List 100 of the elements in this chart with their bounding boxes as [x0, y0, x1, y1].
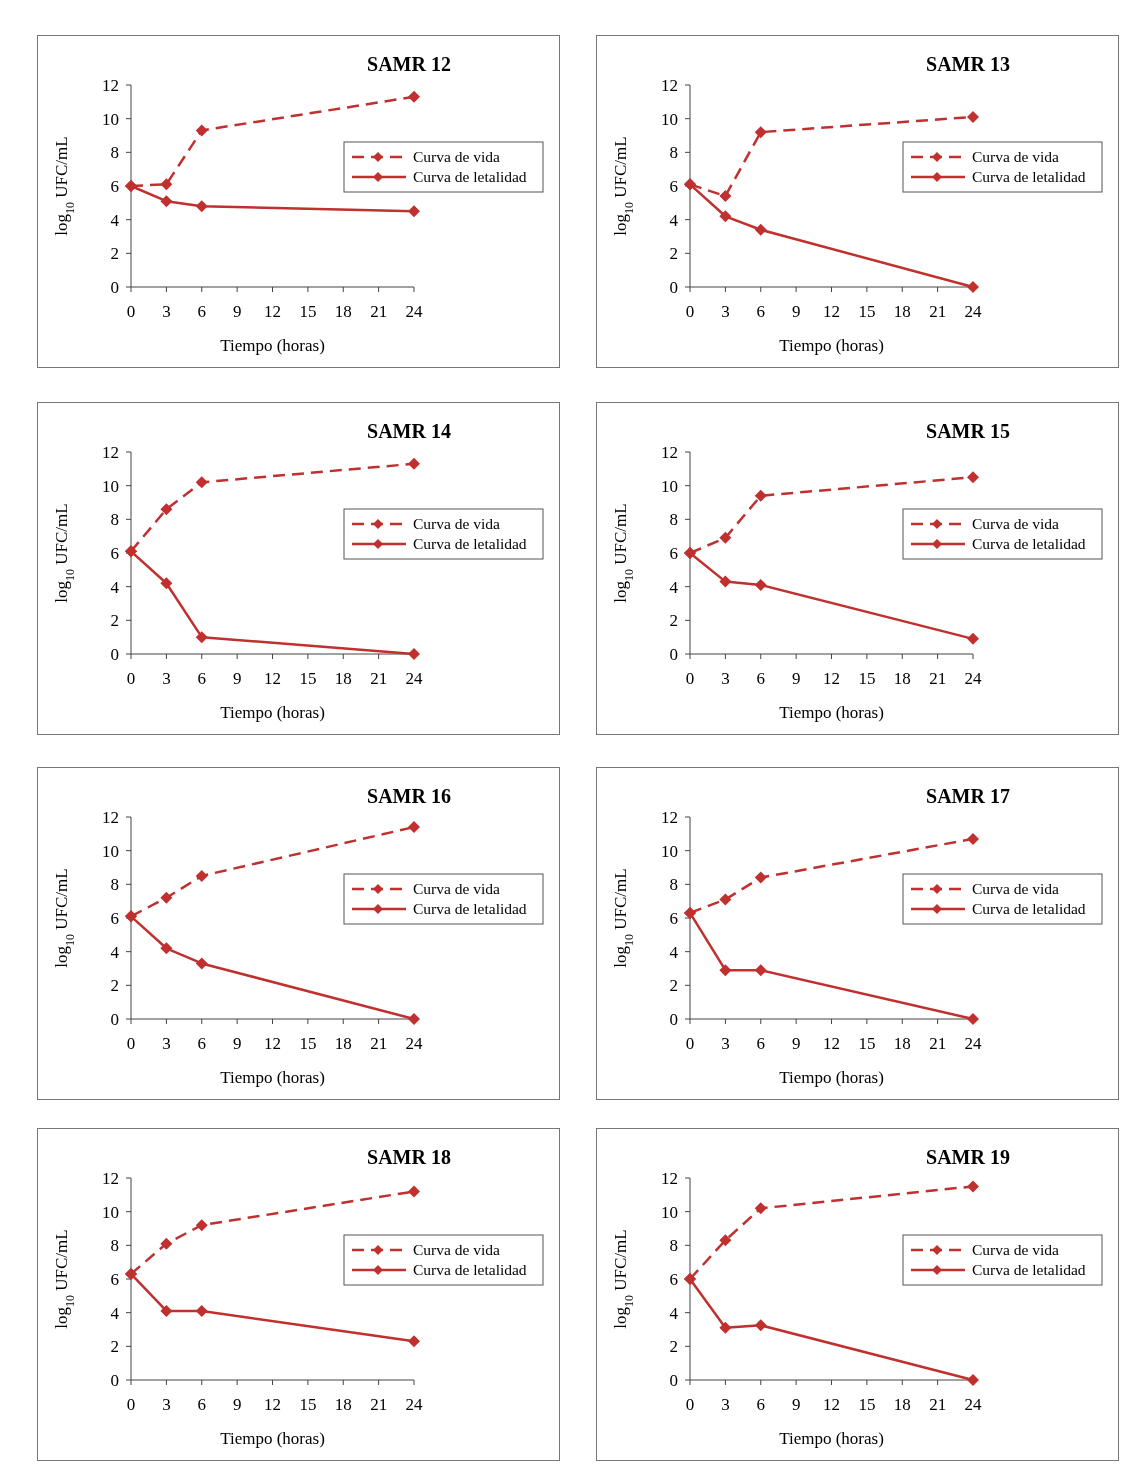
x-tick-label: 15 [299, 1395, 317, 1414]
x-tick-label: 0 [126, 302, 136, 321]
legend-label: Curva de letalidad [413, 535, 527, 553]
x-tick-label: 15 [299, 669, 317, 688]
x-tick-label: 6 [197, 669, 206, 688]
legend-label: Curva de vida [413, 1241, 501, 1259]
x-tick-label: 18 [893, 302, 911, 321]
legend-label: Curva de vida [972, 1241, 1060, 1259]
y-tick-label: 12 [661, 75, 678, 95]
y-tick-label: 0 [669, 644, 678, 664]
x-tick-label: 9 [791, 302, 801, 321]
x-tick-label: 24 [964, 302, 982, 321]
y-tick-label: 2 [669, 976, 678, 996]
x-tick-label: 12 [823, 302, 840, 321]
x-axis-title: Tiempo (horas) [220, 336, 325, 355]
x-tick-label: 21 [929, 1034, 947, 1053]
x-tick-label: 12 [823, 669, 840, 688]
legend-label: Curva de vida [413, 148, 501, 166]
y-tick-label: 6 [669, 908, 678, 928]
y-tick-label: 6 [110, 908, 119, 928]
x-tick-label: 6 [756, 302, 765, 321]
x-tick-label: 21 [929, 669, 947, 688]
y-tick-label: 2 [669, 1337, 678, 1357]
x-tick-label: 24 [405, 1034, 423, 1053]
x-tick-label: 3 [162, 669, 171, 688]
y-tick-label: 4 [110, 210, 120, 230]
x-tick-label: 15 [858, 669, 876, 688]
y-tick-label: 6 [110, 543, 119, 563]
x-tick-label: 9 [791, 669, 801, 688]
x-tick-label: 9 [232, 669, 242, 688]
x-tick-label: 0 [685, 302, 695, 321]
legend-label: Curva de vida [972, 148, 1060, 166]
legend-label: Curva de vida [972, 880, 1060, 898]
x-tick-label: 12 [823, 1034, 840, 1053]
legend-label: Curva de vida [972, 515, 1060, 533]
x-tick-label: 3 [162, 1034, 171, 1053]
y-tick-label: 8 [669, 510, 678, 530]
x-tick-label: 6 [756, 1034, 765, 1053]
x-axis-title: Tiempo (horas) [220, 703, 325, 722]
y-tick-label: 2 [669, 244, 678, 264]
y-tick-label: 10 [102, 476, 119, 496]
y-tick-label: 6 [110, 176, 119, 196]
x-tick-label: 12 [823, 1395, 840, 1414]
x-tick-label: 24 [964, 669, 982, 688]
x-tick-label: 12 [264, 302, 281, 321]
x-tick-label: 3 [721, 669, 730, 688]
x-tick-label: 0 [126, 669, 136, 688]
y-tick-label: 10 [661, 109, 678, 129]
y-tick-label: 12 [102, 807, 119, 827]
x-tick-label: 18 [893, 1395, 911, 1414]
x-tick-label: 9 [791, 1395, 801, 1414]
legend-label: Curva de letalidad [972, 168, 1086, 186]
x-tick-label: 9 [232, 1034, 242, 1053]
y-tick-label: 0 [110, 1370, 119, 1390]
x-tick-label: 24 [405, 1395, 423, 1414]
legend-label: Curva de letalidad [972, 535, 1086, 553]
x-tick-label: 6 [197, 1395, 206, 1414]
x-axis-title: Tiempo (horas) [779, 336, 884, 355]
y-tick-label: 8 [669, 1236, 678, 1256]
x-tick-label: 18 [334, 302, 352, 321]
legend-label: Curva de letalidad [413, 900, 527, 918]
x-tick-label: 21 [929, 302, 947, 321]
legend-label: Curva de letalidad [972, 1261, 1086, 1279]
x-tick-label: 0 [685, 1034, 695, 1053]
chart-title: SAMR 15 [926, 420, 1010, 442]
y-tick-label: 8 [669, 875, 678, 895]
y-tick-label: 8 [110, 143, 119, 163]
chart-title: SAMR 19 [926, 1146, 1010, 1168]
chart-title: SAMR 13 [926, 53, 1010, 75]
y-tick-label: 0 [110, 644, 119, 664]
x-tick-label: 21 [370, 669, 388, 688]
chart-title: SAMR 17 [926, 785, 1010, 807]
x-tick-label: 15 [858, 1034, 876, 1053]
x-tick-label: 12 [264, 1034, 281, 1053]
y-tick-label: 8 [110, 510, 119, 530]
x-tick-label: 9 [232, 302, 242, 321]
y-tick-label: 10 [661, 476, 678, 496]
x-tick-label: 9 [791, 1034, 801, 1053]
y-tick-label: 10 [102, 109, 119, 129]
x-tick-label: 3 [162, 302, 171, 321]
x-tick-label: 21 [370, 1034, 388, 1053]
y-tick-label: 8 [669, 143, 678, 163]
x-tick-label: 15 [858, 302, 876, 321]
chart-title: SAMR 16 [367, 785, 451, 807]
legend-label: Curva de letalidad [413, 1261, 527, 1279]
x-tick-label: 24 [964, 1034, 982, 1053]
x-tick-label: 18 [334, 1034, 352, 1053]
y-tick-label: 2 [110, 1337, 119, 1357]
y-tick-label: 0 [110, 1009, 119, 1029]
chart-title: SAMR 12 [367, 53, 451, 75]
y-tick-label: 8 [110, 875, 119, 895]
x-tick-label: 15 [858, 1395, 876, 1414]
y-tick-label: 10 [661, 841, 678, 861]
chart-title: SAMR 18 [367, 1146, 451, 1168]
y-tick-label: 2 [110, 244, 119, 264]
x-tick-label: 15 [299, 1034, 317, 1053]
y-tick-label: 10 [102, 841, 119, 861]
x-tick-label: 3 [721, 1034, 730, 1053]
x-axis-title: Tiempo (horas) [779, 1429, 884, 1448]
x-tick-label: 3 [162, 1395, 171, 1414]
